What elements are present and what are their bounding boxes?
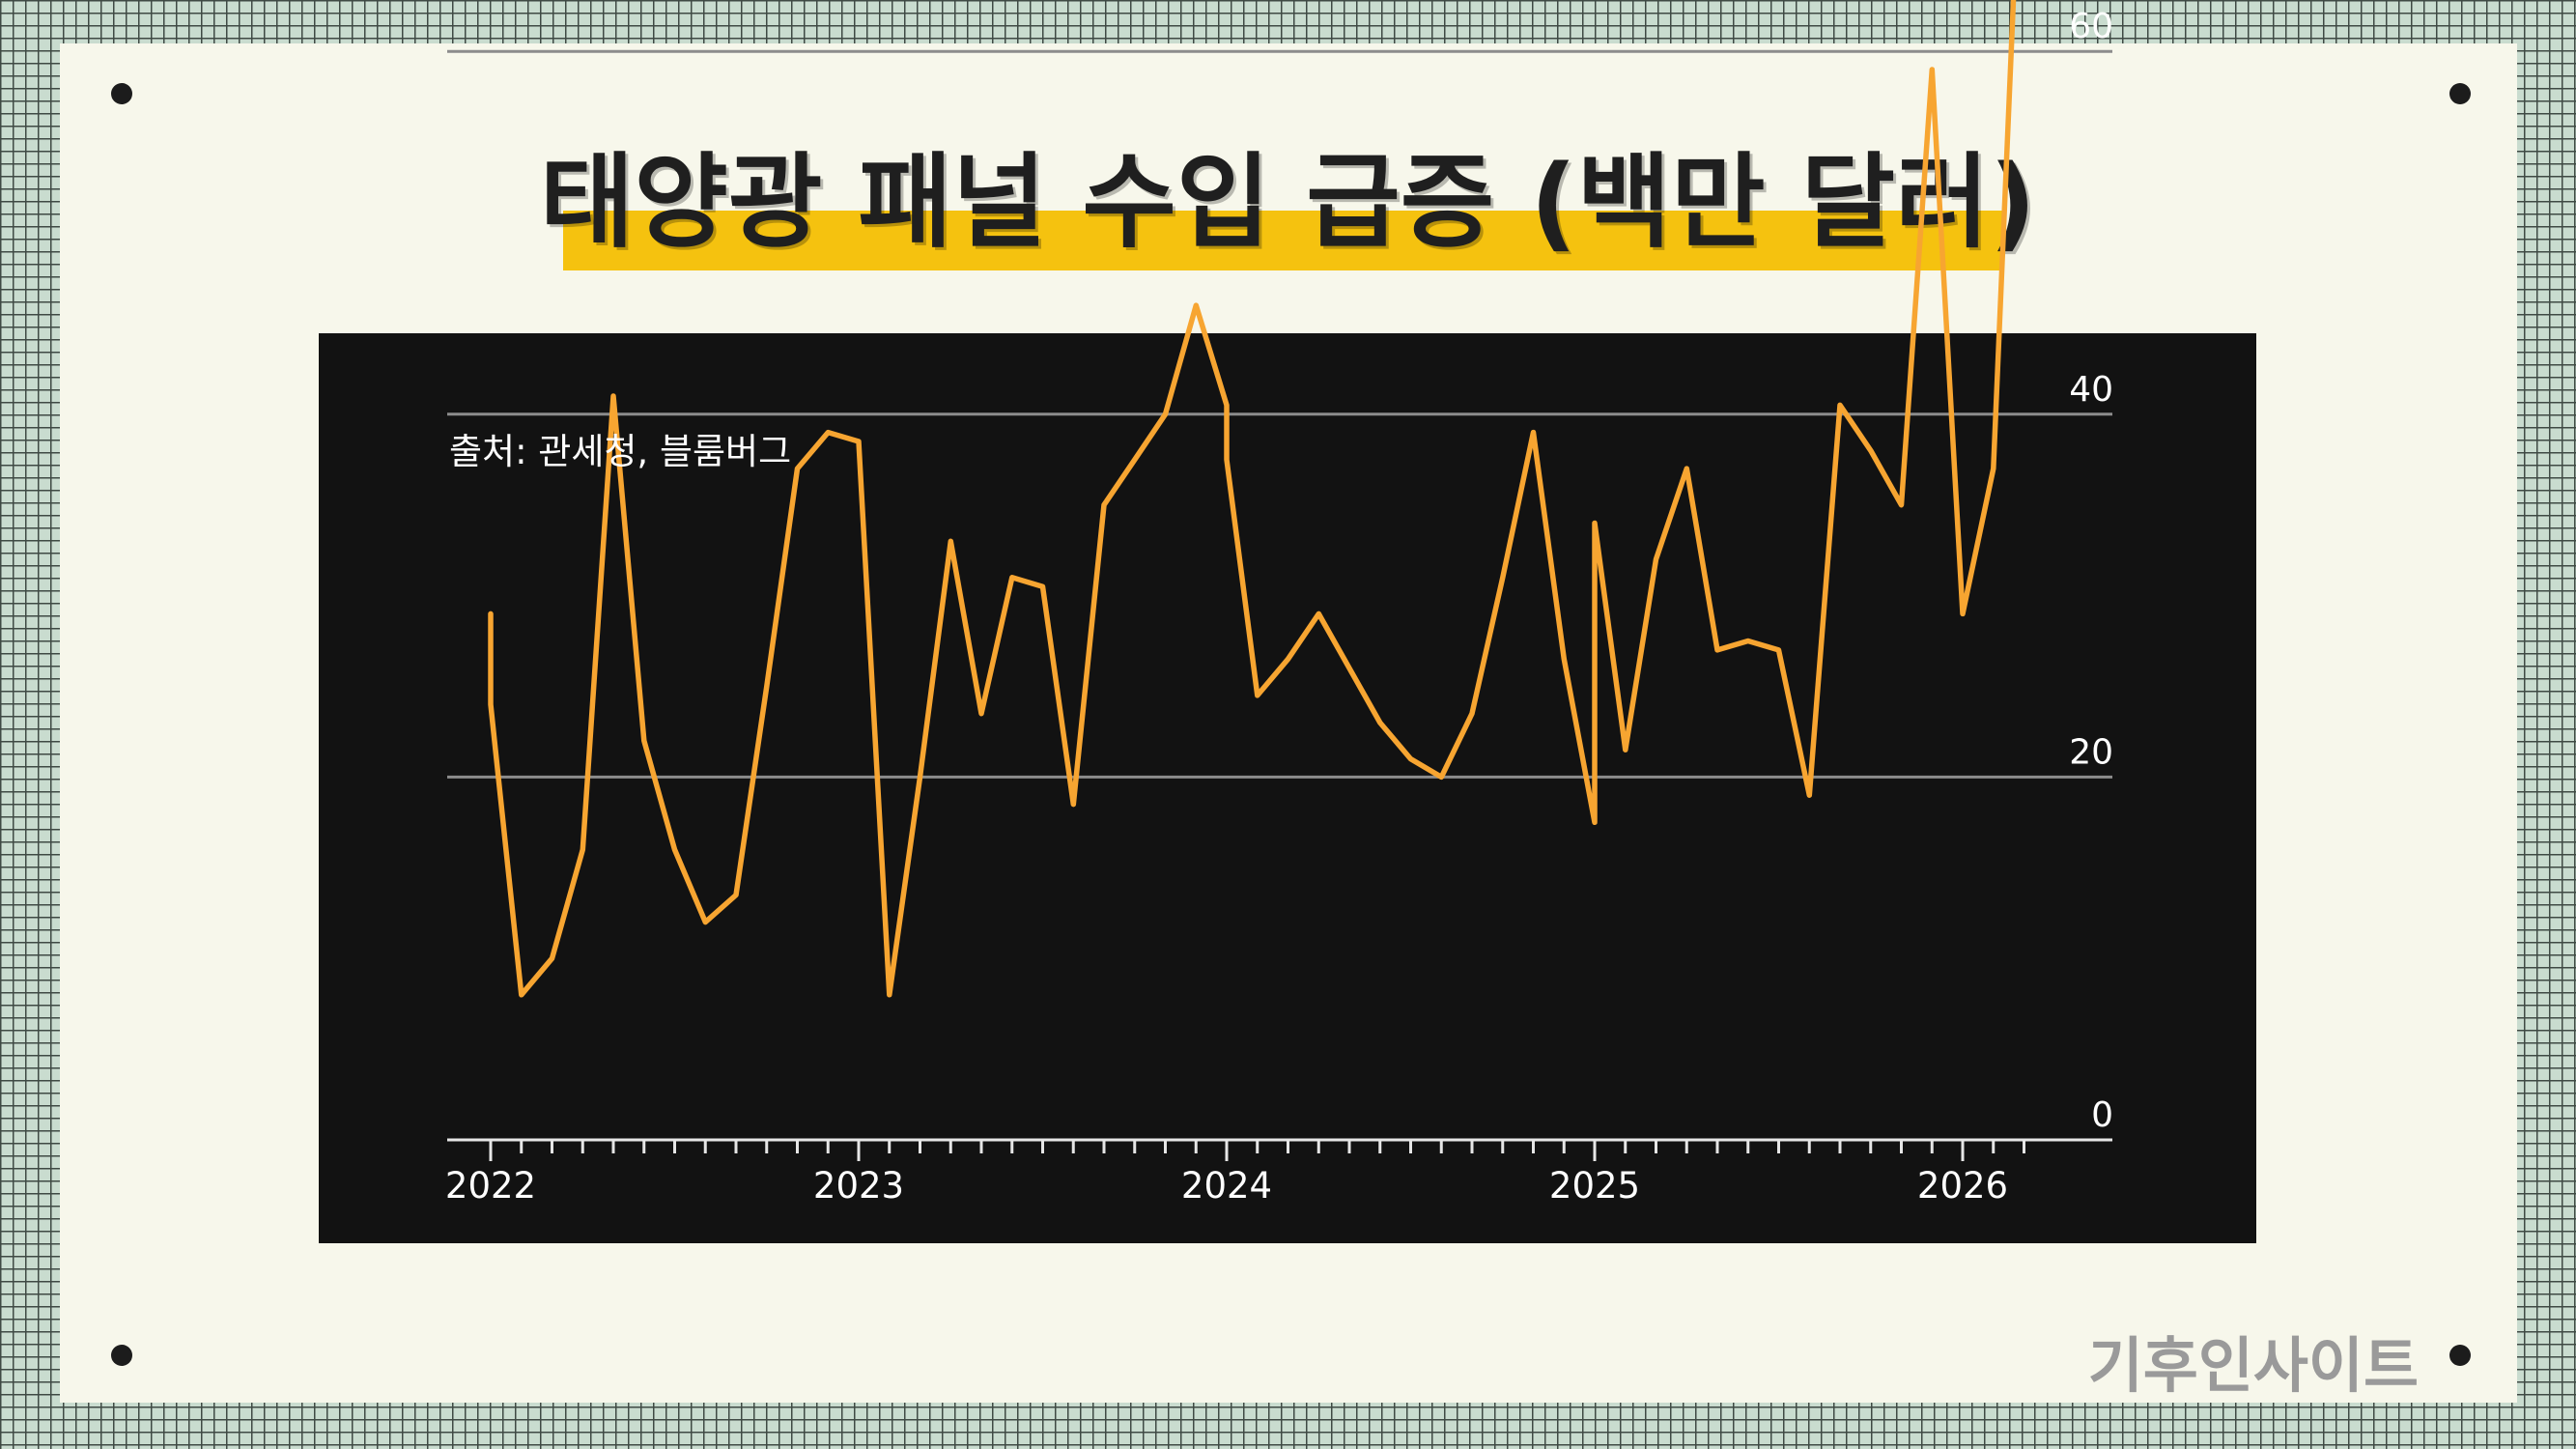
y-tick-label-40: 40 [2069, 370, 2113, 410]
corner-dot-bottom-right [2449, 1345, 2471, 1366]
x-tick-label-2026: 2026 [1917, 1165, 2008, 1207]
x-tick-label-2022: 2022 [445, 1165, 536, 1207]
x-tick-label-2024: 2024 [1181, 1165, 1272, 1207]
corner-dot-top-left [111, 83, 132, 104]
corner-dot-top-right [2449, 83, 2471, 104]
x-tick-label-2025: 2025 [1549, 1165, 1640, 1207]
page-title: 태양광 패널 수입 급증 (백만 달러) [539, 143, 2037, 262]
series-line-0 [488, 0, 2017, 998]
title-highlight [563, 211, 2002, 270]
y-tick-label-60: 60 [2069, 7, 2113, 46]
chart-source-note: 출처: 관세청, 블룸버그 [449, 431, 792, 472]
brand-watermark: 기후인사이트 [2087, 1330, 2419, 1401]
y-tick-label-20: 20 [2069, 732, 2113, 772]
chart-panel [319, 333, 2256, 1243]
corner-dot-bottom-left [111, 1345, 132, 1366]
y-tick-label-0: 0 [2091, 1095, 2113, 1135]
x-tick-label-2023: 2023 [813, 1165, 904, 1207]
